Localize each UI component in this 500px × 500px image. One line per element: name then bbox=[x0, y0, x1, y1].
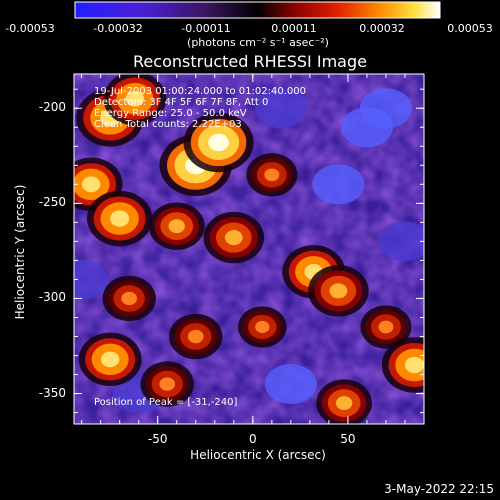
heatmap-bright-core bbox=[335, 396, 353, 411]
x-tick-label: -50 bbox=[147, 432, 168, 446]
energy-range-text: Energy Range: 25.0 - 50.0 keV bbox=[94, 108, 247, 119]
colorbar bbox=[74, 1, 441, 19]
heatmap-bright-core bbox=[264, 168, 280, 182]
footer-date: 3-May-2022 22:15 bbox=[384, 482, 494, 496]
peak-position-text: Position of Peak = [-31,-240] bbox=[94, 397, 238, 408]
axis-ticks bbox=[74, 74, 425, 424]
heatmap-bright-core bbox=[208, 133, 229, 152]
heatmap-dark-region bbox=[255, 88, 308, 129]
heatmap-bright-core bbox=[121, 291, 138, 306]
heatmap-bright-core bbox=[125, 90, 145, 107]
heatmap-bright-core bbox=[110, 210, 130, 227]
heatmap-bright-core bbox=[224, 230, 243, 246]
time-range-text: 19-Jul-2003 01:00:24.000 to 01:02:40.000 bbox=[94, 86, 306, 97]
y-tick-label: -350 bbox=[38, 385, 66, 400]
x-axis-label: Heliocentric X (arcsec) bbox=[190, 448, 326, 462]
heatmap-bright-core bbox=[168, 219, 185, 234]
y-tick-label: -200 bbox=[38, 100, 66, 115]
x-tick-label: 50 bbox=[340, 432, 356, 446]
colorbar-tick-label: -0.00032 bbox=[93, 22, 143, 35]
heatmap-bright-core bbox=[329, 283, 348, 299]
heatmap-marks bbox=[74, 74, 424, 424]
heatmap-bright-core bbox=[255, 320, 270, 334]
clean-counts-text: Clean Total counts: 2.22E+03 bbox=[94, 119, 242, 130]
x-tick-label: 0 bbox=[248, 432, 257, 446]
heatmap-bright-core bbox=[100, 351, 120, 368]
heatmap-dark-region bbox=[359, 88, 412, 129]
heatmap-dark-region bbox=[312, 164, 365, 205]
y-tick-label: -250 bbox=[38, 195, 66, 210]
y-tick-label: -300 bbox=[38, 290, 66, 305]
colorbar-units: (photons cm⁻² s⁻¹ asec⁻²) bbox=[187, 36, 329, 49]
y-axis-label: Heliocentric Y (arcsec) bbox=[13, 184, 27, 320]
colorbar-gradient bbox=[74, 1, 441, 19]
colorbar-tick-label: 0.00053 bbox=[447, 22, 493, 35]
colorbar-tick-label: -0.00053 bbox=[5, 22, 55, 35]
heatmap-dark-region bbox=[264, 364, 317, 405]
heatmap-bright-core bbox=[187, 329, 204, 344]
heatmap-dark-region bbox=[74, 259, 108, 300]
colorbar-tick-label: -0.00011 bbox=[181, 22, 231, 35]
plot-frame bbox=[73, 73, 425, 425]
heatmap-bright-core bbox=[378, 320, 394, 334]
colorbar-tick-label: 0.00032 bbox=[359, 22, 405, 35]
heatmap-bright-core bbox=[404, 356, 424, 374]
colorbar-tick-label: 0.00011 bbox=[271, 22, 317, 35]
heatmap-dark-region bbox=[378, 221, 424, 262]
heatmap-bright-core bbox=[81, 176, 101, 193]
chart-title: Reconstructed RHESSI Image bbox=[133, 52, 367, 71]
heatmap-bright-core bbox=[159, 377, 176, 391]
detectors-text: Detectors: 3F 4F 5F 6F 7F 8F, Att 0 bbox=[94, 97, 269, 108]
